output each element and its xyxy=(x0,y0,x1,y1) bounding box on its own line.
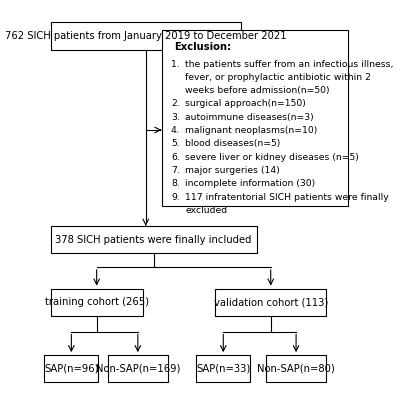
Text: 6.: 6. xyxy=(171,153,180,162)
FancyBboxPatch shape xyxy=(44,355,98,382)
Text: 378 SICH patients were finally included: 378 SICH patients were finally included xyxy=(56,235,252,245)
Text: malignant neoplasms(n=10): malignant neoplasms(n=10) xyxy=(185,126,318,135)
FancyBboxPatch shape xyxy=(162,30,348,206)
Text: 117 infratentorial SICH patients were finally: 117 infratentorial SICH patients were fi… xyxy=(185,193,389,202)
FancyBboxPatch shape xyxy=(51,22,241,50)
Text: major surgeries (14): major surgeries (14) xyxy=(185,166,280,175)
Text: Non-SAP(n=169): Non-SAP(n=169) xyxy=(96,364,180,374)
Text: severe liver or kidney diseases (n=5): severe liver or kidney diseases (n=5) xyxy=(185,153,359,162)
Text: excluded: excluded xyxy=(185,206,228,215)
Text: weeks before admission(n=50): weeks before admission(n=50) xyxy=(185,86,330,95)
Text: 2.: 2. xyxy=(171,100,180,108)
Text: training cohort (265): training cohort (265) xyxy=(45,297,149,307)
Text: Exclusion:: Exclusion: xyxy=(174,42,231,52)
Text: Non-SAP(n=80): Non-SAP(n=80) xyxy=(257,364,335,374)
Text: autoimmune diseases(n=3): autoimmune diseases(n=3) xyxy=(185,113,314,122)
Text: 7.: 7. xyxy=(171,166,180,175)
Text: SAP(n=96): SAP(n=96) xyxy=(44,364,99,374)
Text: the patients suffer from an infectious illness,: the patients suffer from an infectious i… xyxy=(185,60,394,69)
Text: validation cohort (113): validation cohort (113) xyxy=(214,297,328,307)
FancyBboxPatch shape xyxy=(215,289,326,316)
Text: incomplete information (30): incomplete information (30) xyxy=(185,179,316,188)
Text: SAP(n=33): SAP(n=33) xyxy=(196,364,250,374)
Text: 5.: 5. xyxy=(171,139,180,148)
Text: 4.: 4. xyxy=(171,126,180,135)
FancyBboxPatch shape xyxy=(108,355,168,382)
Text: 8.: 8. xyxy=(171,179,180,188)
Text: 3.: 3. xyxy=(171,113,180,122)
FancyBboxPatch shape xyxy=(51,226,256,253)
Text: blood diseases(n=5): blood diseases(n=5) xyxy=(185,139,280,148)
FancyBboxPatch shape xyxy=(196,355,250,382)
FancyBboxPatch shape xyxy=(266,355,326,382)
Text: 762 SICH patients from January 2019 to December 2021: 762 SICH patients from January 2019 to D… xyxy=(5,31,286,41)
Text: fever, or prophylactic antibiotic within 2: fever, or prophylactic antibiotic within… xyxy=(185,73,371,82)
Text: surgical approach(n=150): surgical approach(n=150) xyxy=(185,100,306,108)
Text: 9.: 9. xyxy=(171,193,180,202)
FancyBboxPatch shape xyxy=(51,289,142,316)
Text: 1.: 1. xyxy=(171,60,180,69)
